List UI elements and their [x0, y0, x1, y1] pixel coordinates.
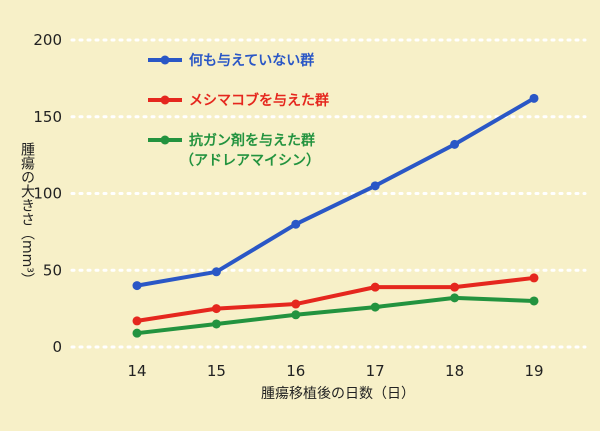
data-point: [370, 181, 380, 191]
x-axis-title: 腫瘍移植後の日数（日）: [261, 385, 415, 402]
legend-swatch-marker: [160, 55, 170, 65]
y-tick-label: 200: [33, 31, 62, 49]
y-tick-label: 100: [33, 185, 62, 203]
x-tick-labels: 14 15 16 17 18 19: [127, 362, 543, 380]
series-lines: [132, 93, 539, 338]
data-point: [291, 299, 301, 309]
data-point: [132, 316, 142, 326]
data-point: [450, 282, 460, 292]
data-point: [370, 302, 380, 312]
data-point: [211, 267, 221, 277]
legend-swatch-marker: [160, 95, 170, 105]
data-point: [450, 293, 460, 303]
data-point: [529, 273, 539, 283]
data-point: [211, 304, 221, 314]
series-line: [136, 96, 536, 288]
data-point: [529, 296, 539, 306]
data-point: [370, 282, 380, 292]
data-point: [291, 310, 301, 320]
legend-label: 抗ガン剤を与えた群: [189, 132, 315, 149]
y-axis-title: 腫瘍の大きさ（mm³）: [19, 142, 35, 287]
y-tick-label: 150: [33, 108, 62, 126]
data-point: [132, 281, 142, 291]
y-tick-labels: 0 50 100 150 200: [33, 31, 62, 356]
y-tick-label: 0: [52, 338, 62, 356]
data-point: [291, 219, 301, 229]
y-axis-title-text: 腫瘍の大きさ（mm³）: [19, 142, 35, 287]
x-tick-label: 16: [286, 362, 305, 380]
x-tick-label: 17: [366, 362, 385, 380]
y-tick-label: 50: [43, 261, 62, 279]
x-tick-label: 15: [207, 362, 226, 380]
x-tick-label: 18: [445, 362, 464, 380]
legend-label: 何も与えていない群: [189, 52, 314, 69]
series-line: [136, 295, 535, 336]
data-point: [450, 139, 460, 149]
data-point: [529, 93, 539, 103]
x-tick-label: 14: [127, 362, 146, 380]
series-line: [136, 275, 535, 323]
legend-label: メシマコブを与えた群: [189, 92, 329, 109]
data-point: [132, 328, 142, 338]
legend-sublabel: （アドレアマイシン）: [180, 153, 320, 169]
x-tick-label: 19: [524, 362, 543, 380]
data-point: [211, 319, 221, 329]
legend-swatch-marker: [160, 135, 170, 145]
